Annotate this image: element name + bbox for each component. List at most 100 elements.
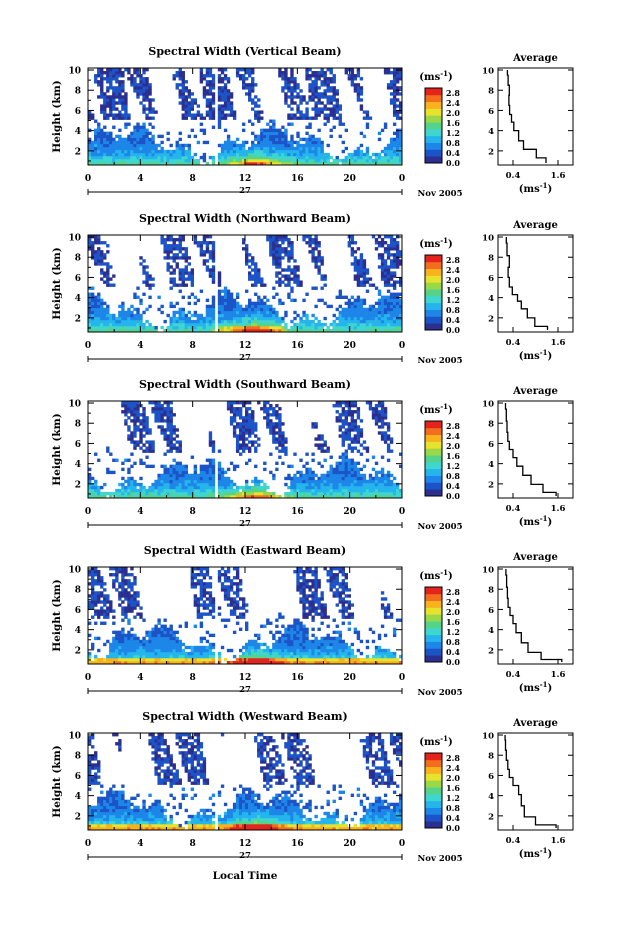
heatmap-cell [383,491,388,496]
heatmap-cell [335,107,339,111]
heatmap-cell [211,446,216,450]
heatmap-cell [112,155,116,160]
heatmap-cell [97,238,101,242]
colorbar-tick-label: 1.2 [446,128,460,138]
heatmap-cell [260,140,264,145]
heatmap-cell [326,143,330,148]
heatmap-cell [223,149,228,154]
heatmap-cell [166,158,170,163]
heatmap-cell [124,155,128,160]
heatmap-cell [245,422,249,426]
heatmap-cell [91,579,95,583]
heatmap-cell [154,143,158,148]
heatmap-cell [241,322,246,327]
heatmap-cell [199,473,204,478]
heatmap-cell [142,134,146,139]
heatmap-cell [94,600,98,604]
heatmap-cell [217,485,222,490]
heatmap-cell [217,68,222,72]
heatmap-cell [392,316,397,321]
heatmap-cell [133,161,137,166]
heatmap-cell [91,600,95,604]
heatmap-cell [139,488,143,493]
heatmap-cell [91,570,95,574]
heatmap-cell [100,660,104,665]
heatmap-cell [130,322,134,327]
heatmap-cell [115,630,119,635]
heatmap-cell [365,325,370,330]
heatmap-cell [184,143,188,148]
heatmap-cell [133,485,137,490]
heatmap-cell [392,283,397,287]
heatmap-cell [166,416,170,420]
heatmap-cell [97,582,101,586]
heatmap-cell [169,425,173,429]
heatmap-cell [332,113,336,117]
heatmap-cell [88,594,92,598]
heatmap-cell [371,316,376,321]
heatmap-cell [284,74,288,78]
heatmap-cell [124,122,128,126]
heatmap-cell [326,328,330,333]
heatmap-cell [226,95,231,99]
heatmap-cell [263,149,267,154]
heatmap-cell [169,316,173,321]
heatmap-cell [296,161,300,166]
heatmap-cell [287,155,291,160]
heatmap-cell [202,152,207,157]
heatmap-cell [106,328,110,333]
heatmap-cell [398,74,403,78]
heatmap-cell [127,316,131,321]
heatmap-cell [314,473,318,478]
heatmap-cell [130,304,134,309]
heatmap-cell [311,149,315,154]
heatmap-cell [254,479,258,484]
heatmap-cell [97,316,101,321]
heatmap-cell [308,241,312,245]
heatmap-cell [145,283,149,287]
heatmap-cell [326,155,330,160]
heatmap-cell [115,648,119,653]
heatmap-cell [278,155,282,160]
heatmap-cell [251,155,255,160]
heatmap-cell [109,113,113,117]
heatmap-cell [187,161,191,166]
heatmap-cell [157,149,161,154]
heatmap-cell [130,651,134,656]
heatmap-cell [332,158,336,163]
heatmap-cell [281,325,285,330]
heatmap-cell [139,422,143,426]
heatmap-cell [238,313,243,318]
heatmap-cell [118,310,122,315]
heatmap-cell [344,470,348,475]
heatmap-cell [383,280,388,284]
heatmap-cell [205,83,210,87]
heatmap-cell [121,648,125,653]
heatmap-cell [395,307,400,312]
heatmap-cell [317,268,321,272]
heatmap-cell [145,83,149,87]
heatmap-cell [91,606,95,610]
heatmap-cell [392,101,397,105]
heatmap-cell [241,241,246,245]
heatmap-cell [187,146,191,151]
heatmap-cell [350,467,355,472]
heatmap-cell [241,431,246,435]
heatmap-cell [359,313,364,318]
heatmap-cell [100,494,104,499]
heatmap-cell [389,479,394,484]
heatmap-cell [139,437,143,441]
heatmap-cell [362,316,367,321]
heatmap-cell [332,491,336,496]
heatmap-cell [251,149,255,154]
heatmap-cell [383,488,388,493]
heatmap-cell [163,485,167,490]
heatmap-cell [88,570,92,574]
heatmap-cell [359,98,364,102]
heatmap-cell [121,410,125,414]
heatmap-cell [100,80,104,84]
heatmap-cell [251,143,255,148]
heatmap-cell [257,274,261,278]
heatmap-cell [311,140,315,145]
heatmap-cell [362,155,367,160]
